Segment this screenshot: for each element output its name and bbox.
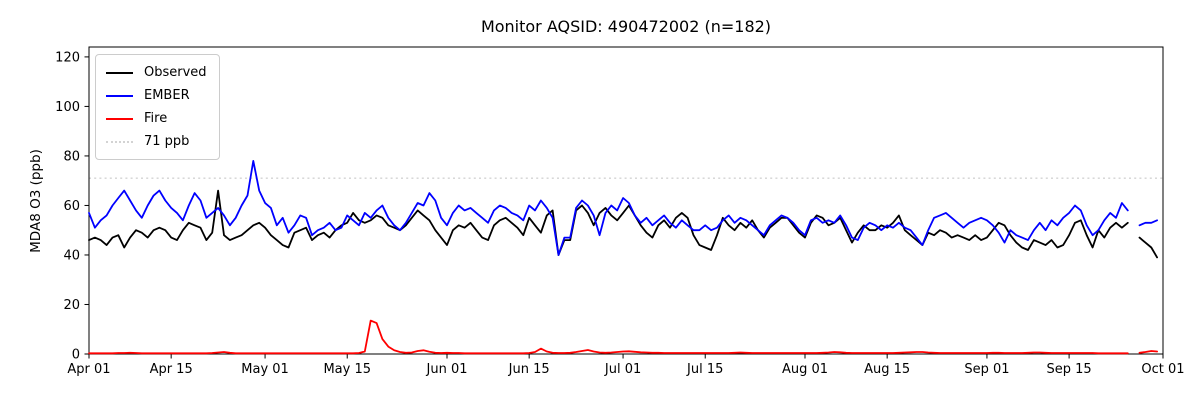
legend-label: 71 ppb xyxy=(144,134,190,149)
x-tick-label: May 01 xyxy=(241,362,289,377)
y-tick-label: 80 xyxy=(63,149,80,164)
legend-swatch-ember xyxy=(106,94,133,97)
series-line-observed xyxy=(88,189,1158,259)
x-tick-label: Sep 15 xyxy=(1047,362,1092,377)
legend-label: Fire xyxy=(144,111,168,126)
y-tick-label: 20 xyxy=(63,298,80,313)
series-line-ember xyxy=(88,160,1158,256)
axes-spines xyxy=(88,46,1164,355)
x-tick-label: Aug 01 xyxy=(782,362,828,377)
x-tick-label: Aug 15 xyxy=(864,362,910,377)
legend-label: EMBER xyxy=(144,88,190,103)
series-line-fire xyxy=(88,319,1158,355)
y-tick-label: 60 xyxy=(63,199,80,214)
x-tick-label: Sep 01 xyxy=(964,362,1009,377)
legend-item-fire: Fire xyxy=(106,107,207,130)
legend-label: Observed xyxy=(144,65,207,80)
x-tick-label: Jul 01 xyxy=(604,362,641,377)
x-tick-label: May 15 xyxy=(323,362,371,377)
x-tick-label: Oct 01 xyxy=(1141,362,1184,377)
x-tick-label: Jun 15 xyxy=(508,362,550,377)
x-tick-label: Jun 01 xyxy=(426,362,468,377)
x-tick-label: Jul 15 xyxy=(686,362,723,377)
legend-swatch-observed xyxy=(106,71,133,74)
x-tick-label: Apr 15 xyxy=(150,362,193,377)
legend-swatch-71-ppb xyxy=(106,140,133,143)
legend: Observed EMBER Fire 71 ppb xyxy=(95,54,220,160)
legend-item-71-ppb: 71 ppb xyxy=(106,130,207,153)
legend-item-ember: EMBER xyxy=(106,84,207,107)
legend-item-observed: Observed xyxy=(106,61,207,84)
y-tick-label: 100 xyxy=(55,100,80,115)
y-tick-label: 40 xyxy=(63,248,80,263)
y-axis-label: MDA8 O3 (ppb) xyxy=(28,149,44,253)
y-tick-label: 0 xyxy=(72,348,80,363)
chart-title: Monitor AQSID: 490472002 (n=182) xyxy=(480,17,772,36)
x-tick-label: Apr 01 xyxy=(67,362,110,377)
y-tick-label: 120 xyxy=(55,50,80,65)
legend-swatch-fire xyxy=(106,117,133,120)
